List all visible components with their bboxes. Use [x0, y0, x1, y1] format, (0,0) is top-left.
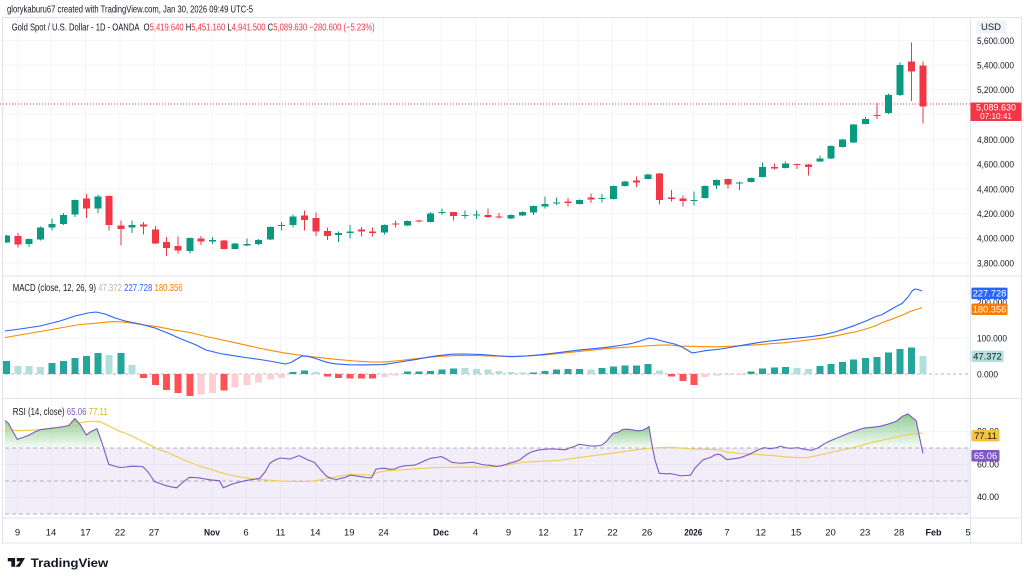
- svg-text:Nov: Nov: [204, 528, 221, 539]
- svg-text:60.00: 60.00: [977, 459, 999, 470]
- svg-text:14: 14: [310, 528, 321, 539]
- svg-text:200.000: 200.000: [977, 297, 1007, 308]
- svg-text:4,400.000: 4,400.000: [977, 184, 1014, 195]
- svg-text:MACD (close, 12, 26, 9) 47.372: MACD (close, 12, 26, 9) 47.372 227.728 1…: [13, 283, 183, 294]
- svg-text:9: 9: [15, 528, 20, 539]
- svg-text:65.06: 65.06: [974, 451, 997, 461]
- svg-text:Gold Spot / U.S. Dollar - 1D -: Gold Spot / U.S. Dollar - 1D - OANDA O5,…: [12, 23, 375, 34]
- svg-text:27: 27: [149, 528, 160, 539]
- svg-text:20: 20: [825, 528, 836, 539]
- svg-text:3,800.000: 3,800.000: [977, 258, 1014, 269]
- svg-text:77.11: 77.11: [974, 431, 997, 441]
- svg-text:4,800.000: 4,800.000: [977, 135, 1014, 146]
- svg-text:5,600.000: 5,600.000: [977, 36, 1014, 47]
- svg-text:7: 7: [724, 528, 729, 539]
- svg-text:TradingView: TradingView: [31, 556, 109, 570]
- svg-text:19: 19: [344, 528, 355, 539]
- svg-text:4,600.000: 4,600.000: [977, 159, 1014, 170]
- svg-text:4,000.000: 4,000.000: [977, 233, 1014, 244]
- svg-text:RSI (14, close) 65.06 77.11: RSI (14, close) 65.06 77.11: [13, 407, 108, 418]
- svg-text:USD: USD: [981, 22, 1001, 33]
- svg-text:24: 24: [378, 528, 389, 539]
- svg-text:12: 12: [538, 528, 549, 539]
- svg-text:07:10:41: 07:10:41: [980, 112, 1012, 121]
- svg-text:5: 5: [965, 528, 970, 539]
- svg-text:5,400.000: 5,400.000: [977, 60, 1014, 71]
- svg-text:5,089.630: 5,089.630: [976, 103, 1016, 113]
- svg-text:180.356: 180.356: [973, 304, 1007, 314]
- svg-text:23: 23: [860, 528, 871, 539]
- svg-text:22: 22: [115, 528, 126, 539]
- svg-text:11: 11: [276, 528, 286, 539]
- svg-text:22: 22: [607, 528, 618, 539]
- svg-text:100.000: 100.000: [977, 333, 1007, 344]
- svg-text:2026: 2026: [684, 528, 702, 539]
- svg-text:40.00: 40.00: [977, 492, 999, 503]
- svg-text:glorykaburu67 created with Tra: glorykaburu67 created with TradingView.c…: [7, 5, 253, 16]
- svg-text:9: 9: [506, 528, 511, 539]
- svg-text:5,200.000: 5,200.000: [977, 85, 1014, 96]
- svg-text:17: 17: [80, 528, 91, 539]
- svg-text:227.728: 227.728: [973, 289, 1007, 299]
- svg-text:4,200.000: 4,200.000: [977, 209, 1014, 220]
- svg-text:6: 6: [243, 528, 248, 539]
- svg-text:12: 12: [756, 528, 767, 539]
- svg-text:47.372: 47.372: [973, 352, 1001, 362]
- svg-text:Feb: Feb: [926, 528, 942, 539]
- svg-text:28: 28: [894, 528, 905, 539]
- svg-text:15: 15: [791, 528, 802, 539]
- svg-text:26: 26: [642, 528, 653, 539]
- svg-text:Dec: Dec: [433, 528, 449, 539]
- svg-text:14: 14: [46, 528, 57, 539]
- svg-text:4: 4: [473, 528, 478, 539]
- svg-text:0.000: 0.000: [977, 369, 998, 380]
- svg-text:17: 17: [573, 528, 584, 539]
